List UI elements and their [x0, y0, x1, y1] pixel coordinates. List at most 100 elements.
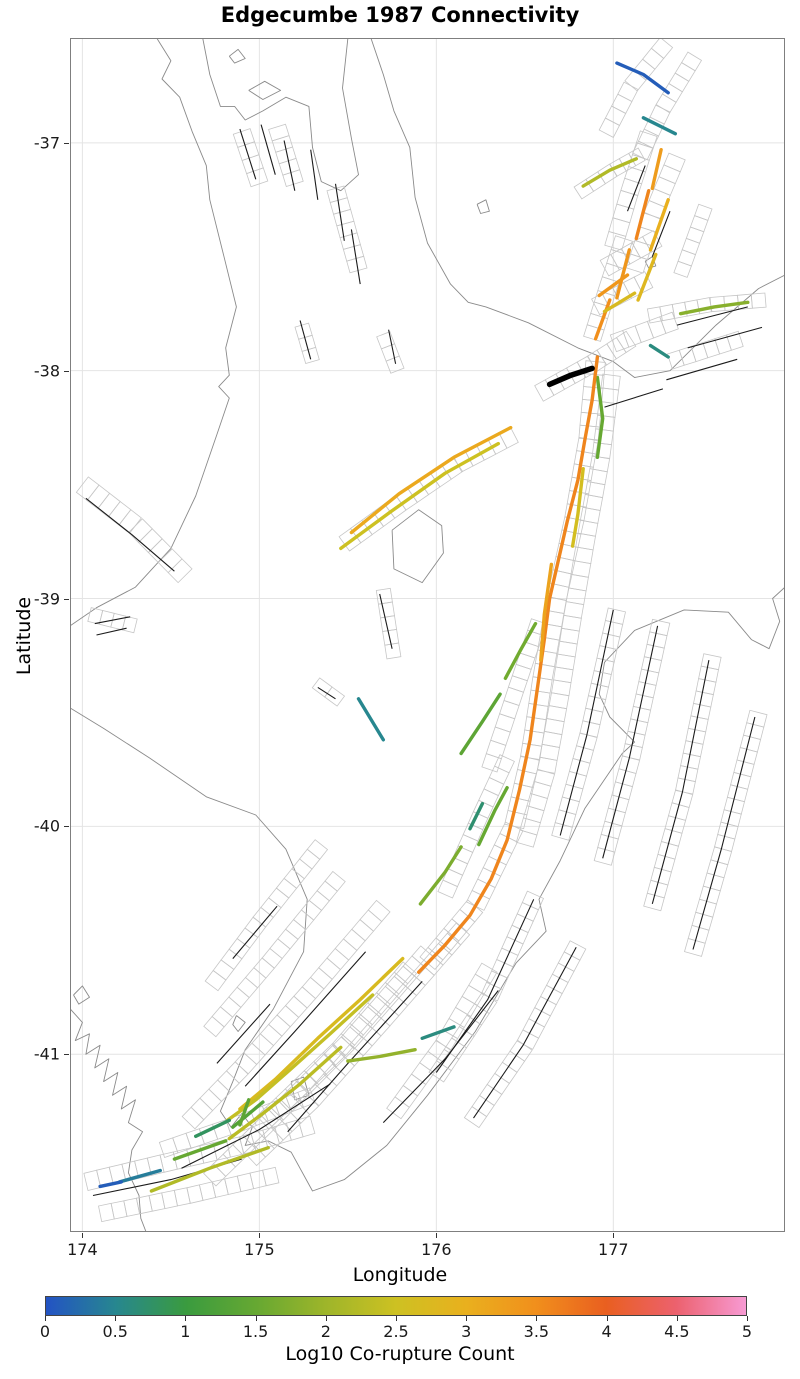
fault-subsection	[587, 682, 609, 701]
fault-subsection	[284, 995, 308, 1018]
fault-subsection	[394, 1084, 419, 1108]
fault-trace	[317, 686, 336, 700]
fault-subsection	[599, 632, 621, 650]
fault-subsection	[641, 656, 663, 674]
fault-subsection	[696, 297, 713, 315]
fault-subsection	[269, 938, 291, 960]
fault-subsection	[260, 897, 282, 918]
fault-subsection	[228, 986, 250, 1008]
fault-trace	[94, 616, 131, 625]
fault-subsection	[384, 642, 402, 660]
fault-trace	[676, 306, 748, 326]
fault-subsection	[309, 967, 333, 990]
fault-subsection	[324, 686, 346, 707]
fault-subsection	[494, 754, 515, 774]
fault-subsection	[249, 1169, 267, 1190]
colorbar-tick-mark	[676, 1316, 678, 1321]
fault-subsection	[590, 670, 612, 688]
fault-subsection	[86, 484, 111, 510]
fault-subsection	[685, 226, 705, 244]
y-tick-label: -40	[33, 816, 60, 836]
fault-trace	[382, 990, 499, 1123]
corupture-trace	[194, 1118, 231, 1138]
fault-subsection	[262, 1166, 280, 1187]
fault-subsection	[419, 946, 444, 970]
fault-subsection	[276, 1005, 300, 1028]
fault-subsection	[252, 906, 274, 928]
fault-subsection	[595, 414, 616, 432]
corupture-trace	[231, 1100, 265, 1129]
corupture-trace	[98, 1180, 123, 1189]
fault-subsection	[208, 1079, 231, 1102]
colorbar-tick-mark	[45, 1316, 46, 1321]
fault-trace	[334, 183, 345, 241]
x-tick-mark	[436, 1233, 438, 1238]
fault-subsection	[481, 753, 502, 773]
fault-subsection	[661, 82, 683, 103]
fault-subsection	[689, 215, 709, 233]
fault-subsection	[334, 938, 358, 961]
fault-subsection	[682, 740, 704, 758]
fault-subsection	[336, 220, 358, 239]
fault-subsection	[306, 839, 329, 860]
coastline	[248, 80, 282, 100]
fault-subsection	[750, 292, 767, 309]
fault-trace	[388, 329, 397, 364]
fault-subsection	[87, 607, 104, 625]
corupture-trace	[117, 1168, 162, 1184]
colorbar-tick-label: 1	[180, 1322, 191, 1341]
fault-subsection	[479, 1083, 503, 1107]
fault-subsection	[591, 442, 612, 459]
fault-subsection	[632, 693, 654, 711]
y-tick-mark	[64, 1054, 69, 1056]
fault-subsection	[630, 705, 652, 724]
colorbar-tick-mark	[396, 1316, 397, 1321]
fault-subsection	[463, 1106, 488, 1129]
fault-subsection	[137, 528, 163, 554]
x-axis-label: Longitude	[352, 1264, 448, 1286]
fault-subsection	[342, 928, 366, 951]
fault-subsection	[225, 1061, 249, 1084]
fault-subsection	[300, 899, 323, 921]
fault-subsection	[212, 959, 235, 981]
fault-subsection	[333, 208, 355, 227]
fault-subsection	[646, 316, 667, 339]
fault-subsection	[428, 1060, 452, 1083]
corupture-trace	[417, 355, 600, 974]
fault-subsection	[693, 690, 714, 708]
fault-trace	[96, 627, 127, 636]
fault-subsection	[617, 81, 639, 103]
fault-subsection	[612, 203, 635, 224]
fault-subsection	[190, 1097, 214, 1121]
fault-subsection	[627, 718, 649, 736]
fault-subsection	[517, 755, 541, 775]
fault-subsection	[329, 197, 352, 215]
fault-subsection	[97, 492, 121, 518]
fault-subsection	[288, 1101, 311, 1124]
fault-trace	[559, 609, 614, 836]
fault-trace	[350, 229, 361, 285]
corupture-trace	[593, 298, 612, 341]
fault-subsection	[642, 230, 663, 253]
plot-frame	[70, 38, 785, 1232]
fault-subsection	[367, 899, 391, 923]
fault-subsection	[634, 320, 655, 344]
colorbar-tick-mark	[606, 1316, 608, 1321]
fault-subsection	[448, 1006, 472, 1029]
corupture-trace	[227, 1045, 343, 1141]
colorbar-tick-label: 0	[39, 1322, 51, 1341]
colorbar-tick-mark	[325, 1316, 327, 1321]
fault-subsection	[243, 1143, 267, 1167]
y-tick-label: -41	[33, 1044, 60, 1064]
fault-subsection	[246, 167, 269, 188]
fault-subsection	[673, 260, 692, 278]
fault-subsection	[380, 615, 398, 632]
fault-subsection	[465, 889, 491, 911]
corupture-trace	[477, 786, 509, 847]
fault-subsection	[291, 858, 313, 880]
y-tick-mark	[64, 142, 69, 144]
fault-subsection	[608, 217, 631, 237]
fault-subsection	[437, 879, 459, 899]
fault-subsection	[358, 1006, 382, 1029]
